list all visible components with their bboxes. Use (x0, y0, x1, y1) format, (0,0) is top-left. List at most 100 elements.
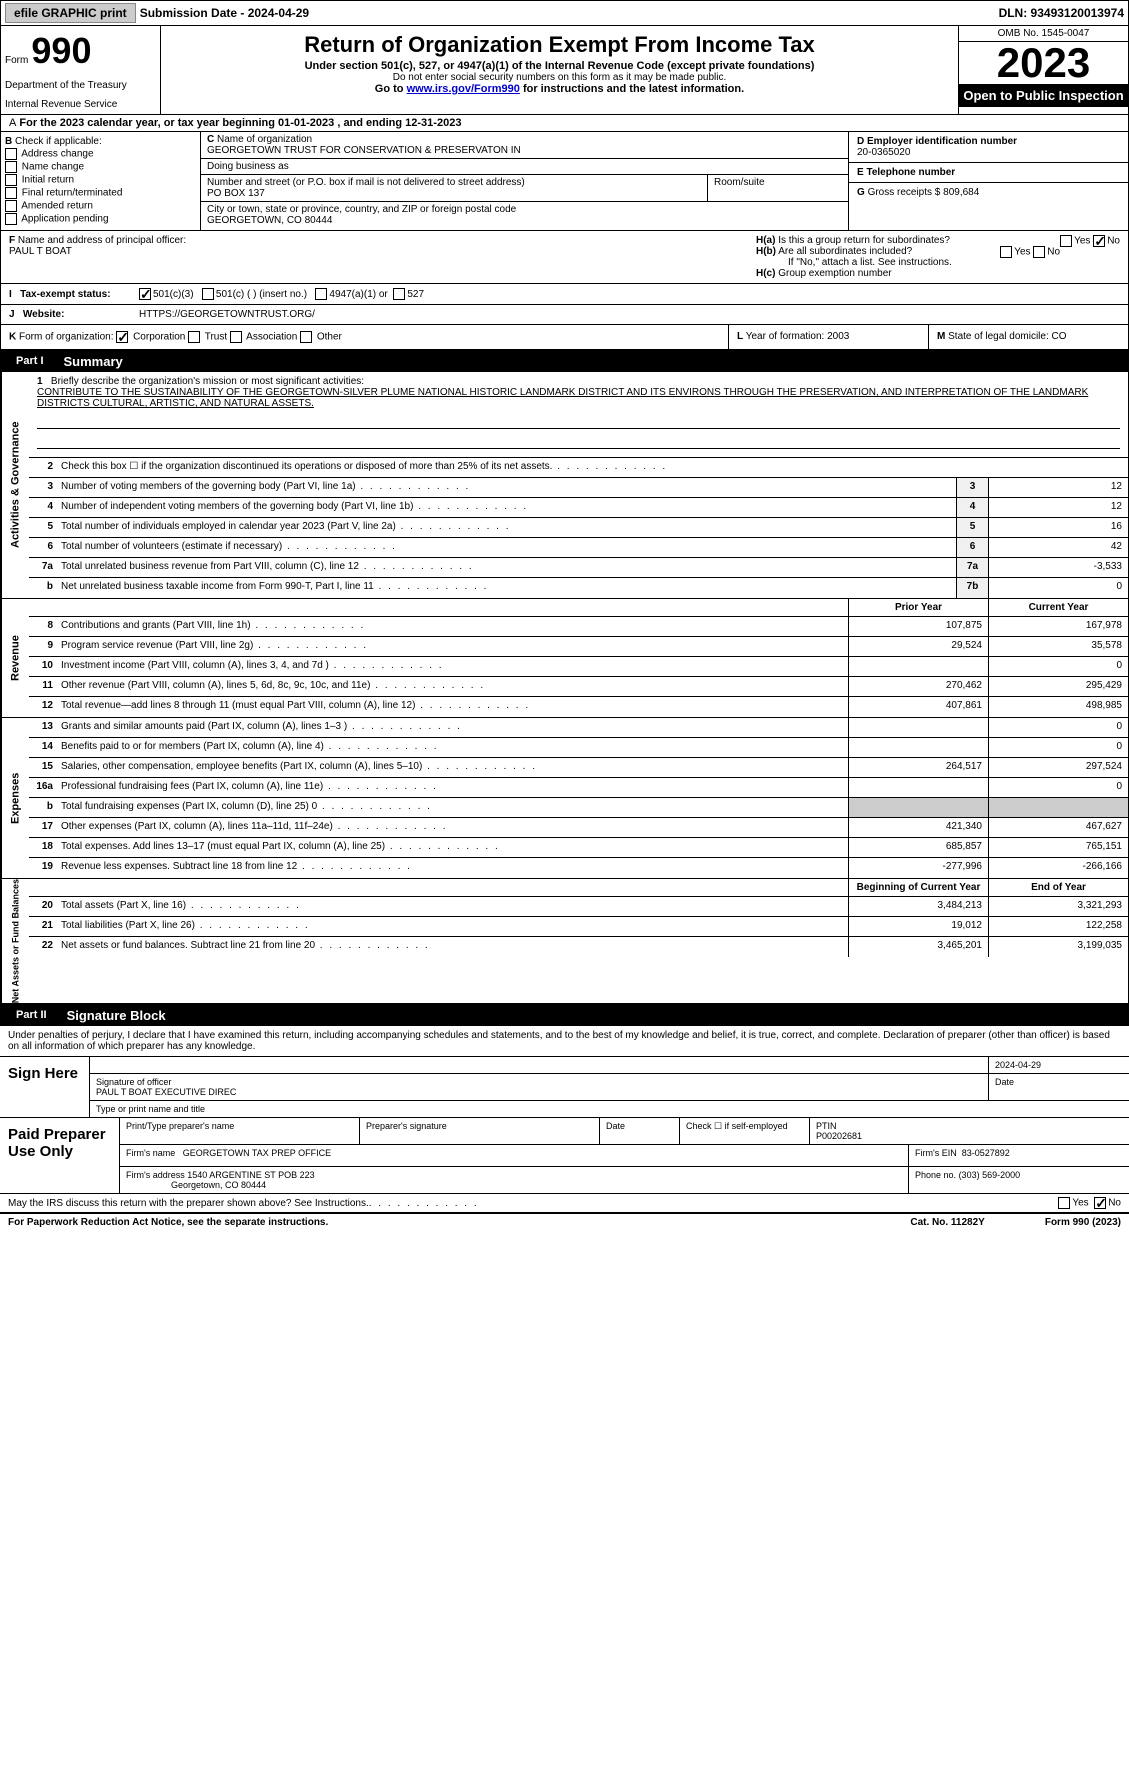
line-item: 12 Total revenue—add lines 8 through 11 … (29, 697, 1128, 717)
4947-checkbox[interactable] (315, 288, 327, 300)
other-checkbox[interactable] (300, 331, 312, 343)
dots-leader (369, 1198, 479, 1209)
dept-treasury: Department of the Treasury (5, 80, 156, 91)
efile-print-button[interactable]: efile GRAPHIC print (5, 3, 136, 23)
line-num: 14 (29, 738, 57, 757)
f-letter: F (9, 235, 15, 246)
dba-label: Doing business as (207, 161, 289, 172)
prior-value: 29,524 (848, 637, 988, 656)
prior-value: 107,875 (848, 617, 988, 636)
initial-return-label: Initial return (22, 175, 74, 186)
current-value: -266,166 (988, 858, 1128, 878)
address-change-checkbox[interactable] (5, 148, 17, 160)
initial-return-checkbox[interactable] (5, 174, 17, 186)
j-letter: J (9, 309, 15, 320)
ha-yes-checkbox[interactable] (1060, 235, 1072, 247)
prior-value: 3,484,213 (848, 897, 988, 916)
sig-officer-label: Signature of officer (96, 1077, 171, 1087)
box-d: D Employer identification number 20-0365… (848, 132, 1128, 230)
open-to-public: Open to Public Inspection (959, 84, 1128, 107)
501c-checkbox[interactable] (202, 288, 214, 300)
d-letter: D (857, 136, 864, 147)
irs-link[interactable]: www.irs.gov/Form990 (407, 83, 520, 95)
part2-label: Part II (8, 1007, 55, 1023)
line-num: 21 (29, 917, 57, 936)
prior-value: 19,012 (848, 917, 988, 936)
hb-no-checkbox[interactable] (1033, 246, 1045, 258)
prior-value: 685,857 (848, 838, 988, 857)
form-number: 990 (31, 30, 91, 71)
line-item: 16a Professional fundraising fees (Part … (29, 778, 1128, 798)
current-value: 0 (988, 657, 1128, 676)
current-value: 498,985 (988, 697, 1128, 717)
l-letter: L (737, 331, 743, 342)
current-value: 0 (988, 718, 1128, 737)
current-value: 295,429 (988, 677, 1128, 696)
form-header: Form 990 Department of the Treasury Inte… (0, 26, 1129, 115)
m-letter: M (937, 331, 945, 342)
begin-year-header: Beginning of Current Year (848, 879, 988, 896)
amended-return-checkbox[interactable] (5, 200, 17, 212)
city-value: GEORGETOWN, CO 80444 (207, 215, 332, 226)
part2-title: Signature Block (67, 1008, 166, 1023)
prior-value: 407,861 (848, 697, 988, 717)
officer-label: Name and address of principal officer: (18, 235, 186, 246)
goto-post: for instructions and the latest informat… (523, 83, 744, 95)
line-item: 6 Total number of volunteers (estimate i… (29, 538, 1128, 558)
name-change-checkbox[interactable] (5, 161, 17, 173)
line-num: 3 (29, 478, 57, 497)
c-letter: C (207, 134, 214, 145)
end-year-header: End of Year (988, 879, 1128, 896)
ha-no-checkbox[interactable] (1093, 235, 1105, 247)
preparer-date-label: Date (606, 1121, 625, 1131)
app-pending-checkbox[interactable] (5, 213, 17, 225)
goto-pre: Go to (375, 83, 407, 95)
k-letter: K (9, 332, 16, 343)
discuss-yes-checkbox[interactable] (1058, 1197, 1070, 1209)
trust-checkbox[interactable] (188, 331, 200, 343)
box-c: C Name of organization GEORGETOWN TRUST … (201, 132, 848, 230)
line-num: b (29, 798, 57, 817)
line-num: 6 (29, 538, 57, 557)
line-text: Total number of volunteers (estimate if … (57, 538, 956, 557)
hb-note: If "No," attach a list. See instructions… (788, 257, 952, 268)
line-text: Grants and similar amounts paid (Part IX… (57, 718, 848, 737)
corp-checkbox[interactable] (116, 331, 128, 343)
line-num: 4 (29, 498, 57, 517)
line-item: 20 Total assets (Part X, line 16) 3,484,… (29, 897, 1128, 917)
sig-intro: Under penalties of perjury, I declare th… (0, 1026, 1129, 1057)
part1-label: Part I (8, 353, 52, 369)
line-num: 10 (29, 657, 57, 676)
footer: For Paperwork Reduction Act Notice, see … (0, 1214, 1129, 1231)
cat-no: Cat. No. 11282Y (910, 1217, 984, 1228)
line-item: b Net unrelated business taxable income … (29, 578, 1128, 598)
discuss-no-checkbox[interactable] (1094, 1197, 1106, 1209)
form-org-label: Form of organization: (19, 332, 114, 343)
final-return-checkbox[interactable] (5, 187, 17, 199)
501c3-checkbox[interactable] (139, 288, 151, 300)
check-applicable-label: Check if applicable: (15, 136, 102, 147)
line-text: Total liabilities (Part X, line 26) (57, 917, 848, 936)
current-value: 297,524 (988, 758, 1128, 777)
ptin-label: PTIN (816, 1121, 837, 1131)
mission-underline (37, 413, 1120, 429)
firm-ein-value: 83-0527892 (962, 1148, 1010, 1158)
current-value: 467,627 (988, 818, 1128, 837)
ha-yes-label: Yes (1074, 236, 1090, 247)
hb-yes-checkbox[interactable] (1000, 246, 1012, 258)
line-text: Net unrelated business taxable income fr… (57, 578, 956, 598)
prior-value: 421,340 (848, 818, 988, 837)
line-num: b (29, 578, 57, 598)
mission-block: 1 Briefly describe the organization's mi… (29, 372, 1128, 458)
assoc-checkbox[interactable] (230, 331, 242, 343)
firm-addr-label: Firm's address (126, 1170, 185, 1180)
line-text: Total fundraising expenses (Part IX, col… (57, 798, 848, 817)
hc-label: H(c) (756, 268, 775, 279)
assoc-label: Association (246, 332, 297, 343)
line-item: b Total fundraising expenses (Part IX, c… (29, 798, 1128, 818)
line-text: Total assets (Part X, line 16) (57, 897, 848, 916)
paperwork-notice: For Paperwork Reduction Act Notice, see … (8, 1217, 910, 1228)
officer-name: PAUL T BOAT (9, 246, 72, 257)
527-checkbox[interactable] (393, 288, 405, 300)
address-change-label: Address change (21, 149, 93, 160)
